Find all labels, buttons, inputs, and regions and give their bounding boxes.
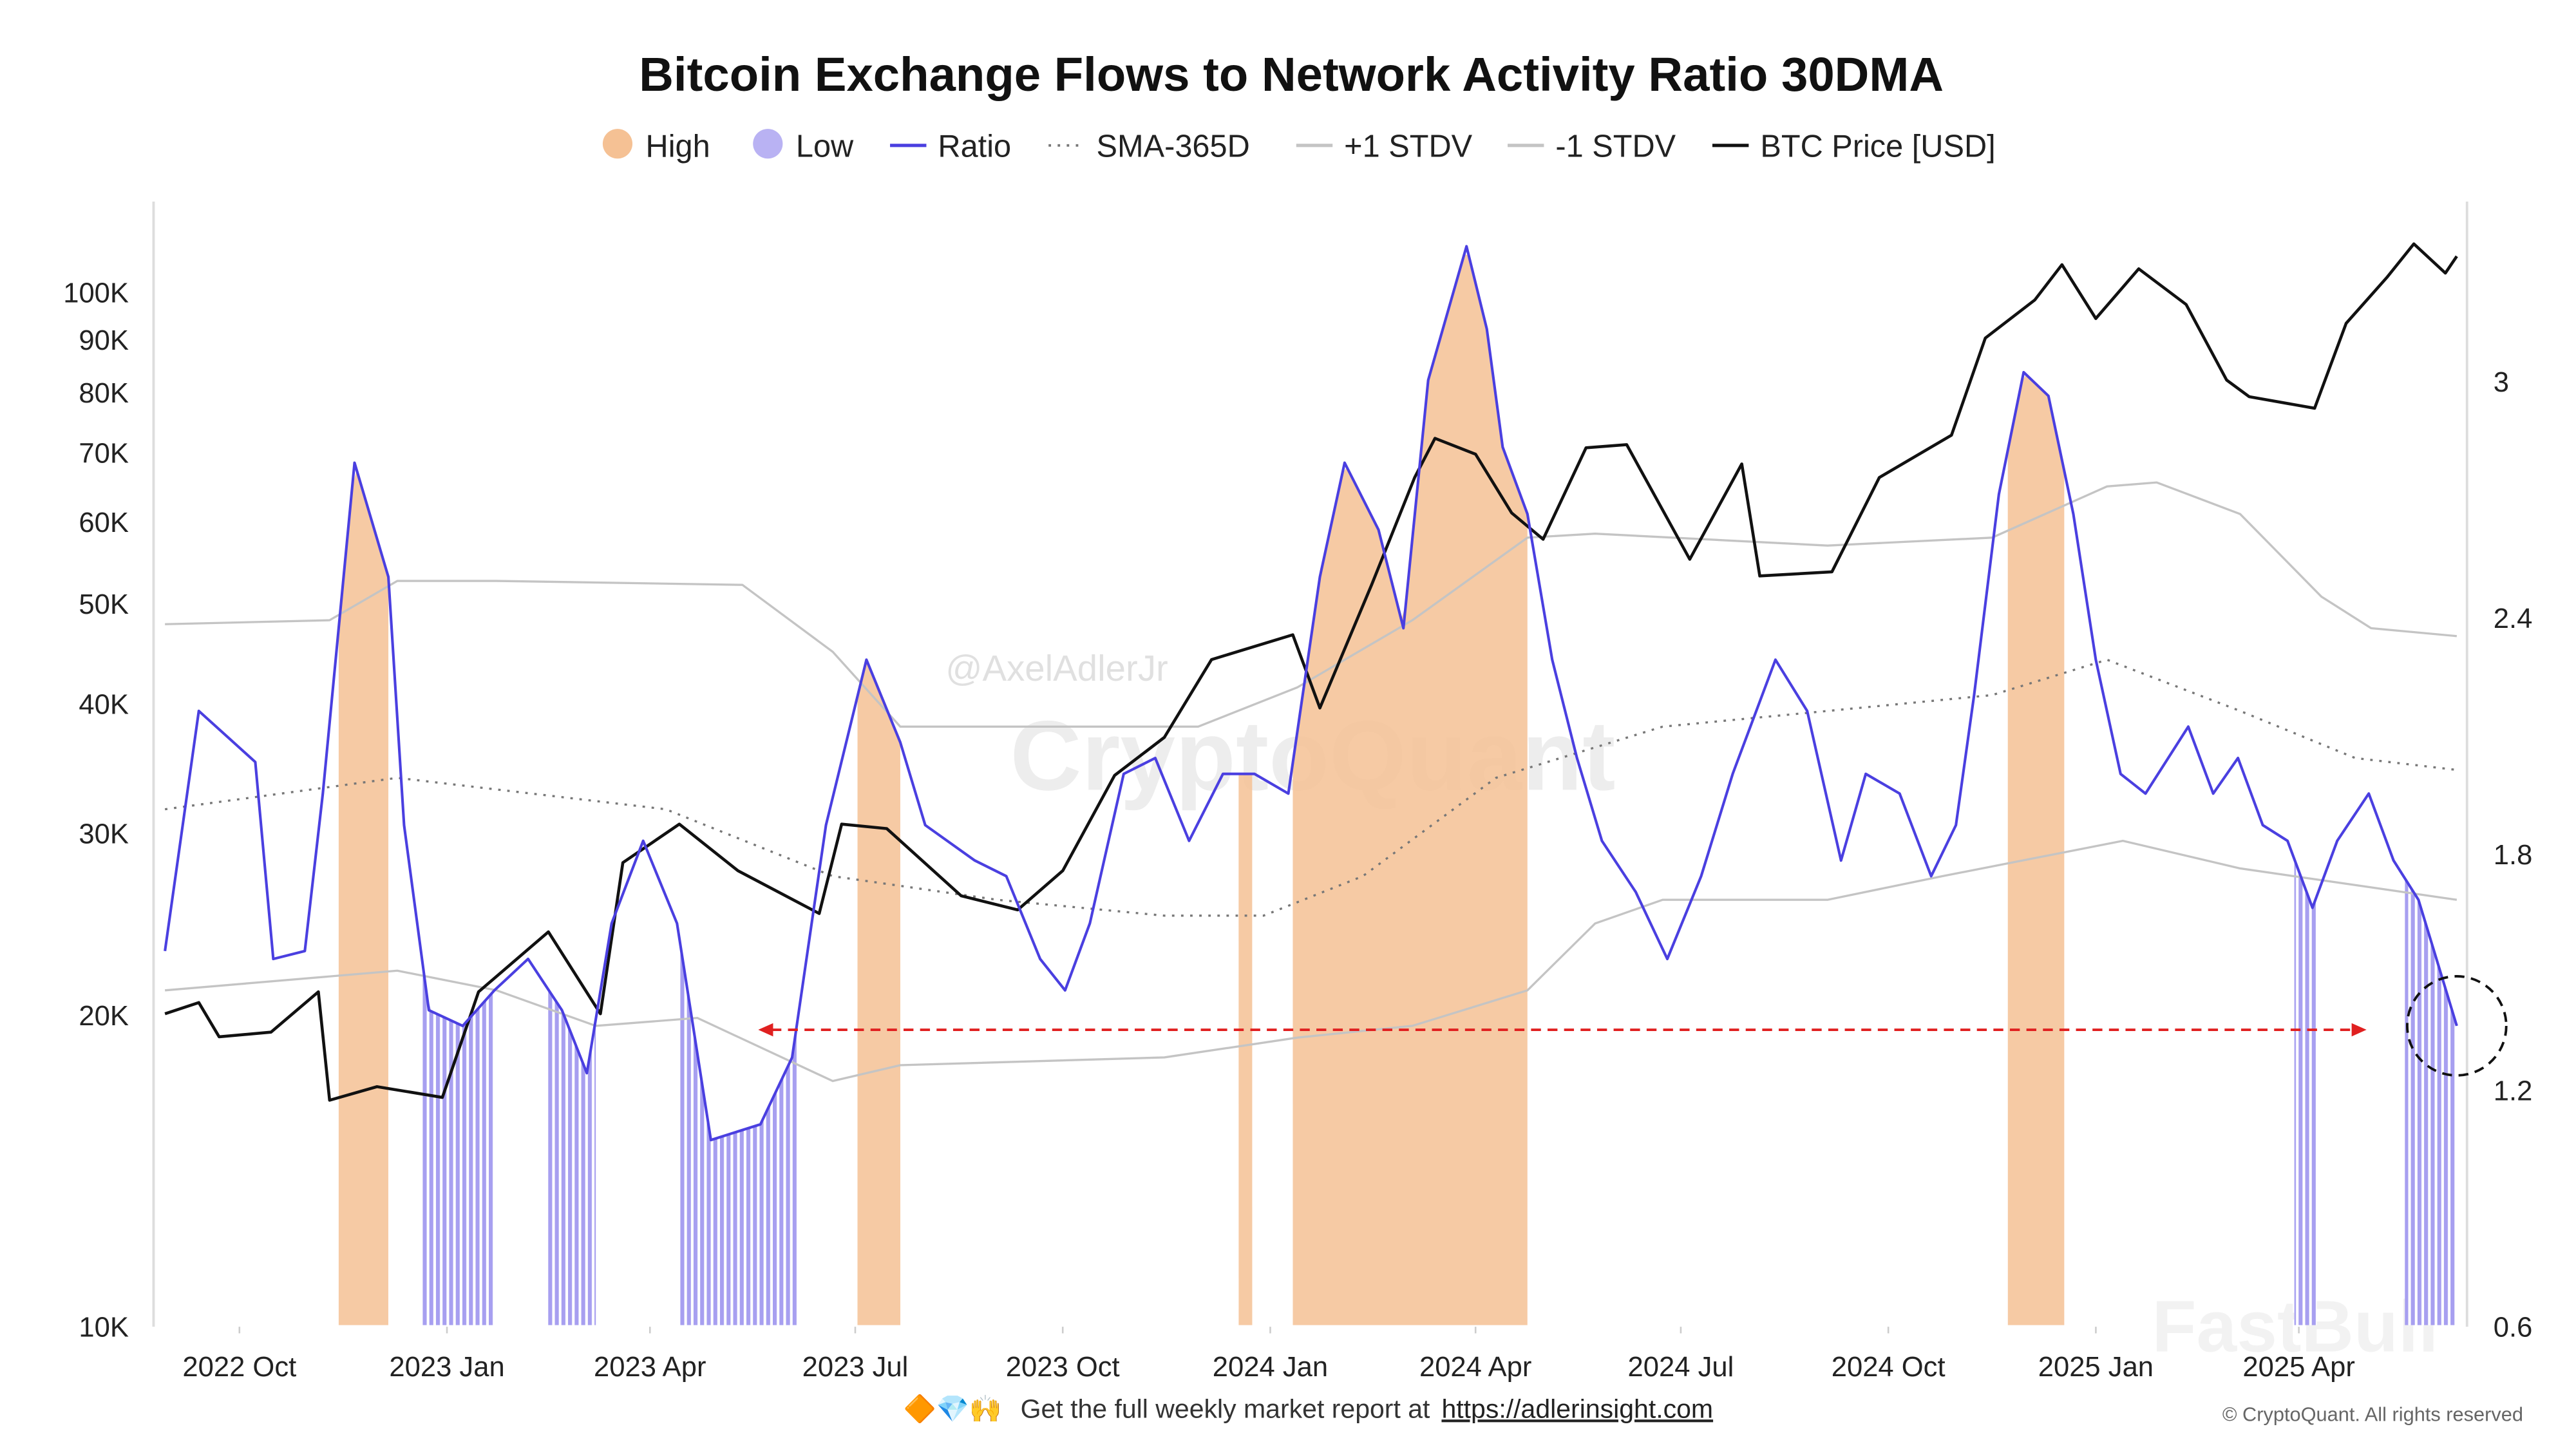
y-left-tick-label: 90K	[79, 325, 129, 356]
low-period-band	[2405, 878, 2457, 1325]
footer-text: Get the full weekly market report at	[1021, 1394, 1430, 1423]
x-tick-label: 2024 Apr	[1419, 1352, 1531, 1383]
legend-label: +1 STDV	[1344, 129, 1472, 164]
y-left-tick-label: 10K	[79, 1312, 129, 1343]
legend-label: Ratio	[938, 129, 1011, 164]
arrow-left-head	[758, 1023, 773, 1037]
series--1-stdv	[165, 839, 2458, 1083]
series-ratio	[164, 245, 2458, 1142]
legend-label: Low	[796, 129, 854, 164]
legend-label: SMA-365D	[1097, 129, 1250, 164]
legend: High Low Ratio SMA-365D +1 STDV -1 STDV BTC Pr…	[602, 129, 1996, 164]
x-tick-label: 2023 Jul	[802, 1352, 909, 1383]
legend-label: High	[646, 129, 710, 164]
low-period-band	[2294, 858, 2317, 1325]
high-period-band	[2007, 374, 2065, 1325]
high-period-band	[338, 470, 389, 1325]
y-right-tick-label: 0.6	[2494, 1312, 2533, 1343]
highlight-circle	[2405, 975, 2508, 1077]
x-tick-label: 2025 Jan	[2038, 1352, 2154, 1383]
low-period-band	[546, 986, 596, 1325]
chart-title: Bitcoin Exchange Flows to Network Activi…	[639, 48, 1944, 101]
legend-label: -1 STDV	[1555, 129, 1676, 164]
x-tick-label: 2023 Jan	[389, 1352, 504, 1383]
y-right-tick-label: 1.8	[2494, 840, 2533, 871]
x-tick-label: 2025 Apr	[2242, 1352, 2354, 1383]
y-left-tick-label: 30K	[79, 819, 129, 849]
x-tick-label: 2023 Apr	[594, 1352, 706, 1383]
series-lines	[164, 242, 2458, 1142]
x-tick-label: 2023 Oct	[1006, 1352, 1120, 1383]
high-period-band	[857, 659, 901, 1325]
footer-emoji: 🔶💎🙌	[904, 1393, 1002, 1423]
y-left-tick-label: 100K	[63, 278, 129, 308]
period-bands	[338, 254, 2457, 1325]
x-tick-label: 2022 Oct	[182, 1352, 296, 1383]
axis-ticks: 2022 Oct 2023 Jan 2023 Apr 2023 Jul 2023 Oct…	[63, 278, 2532, 1383]
y-right-tick-label: 2.4	[2494, 603, 2533, 634]
y-left-tick-label: 80K	[79, 378, 129, 409]
series-btc-price-usd	[164, 242, 2458, 1102]
y-left-tick-label: 60K	[79, 507, 129, 538]
x-tick-label: 2024 Jan	[1213, 1352, 1328, 1383]
x-tick-label: 2024 Oct	[1832, 1352, 1946, 1383]
high-period-band	[1293, 254, 1528, 1325]
legend-label: BTC Price [USD]	[1760, 129, 1995, 164]
watermark-author: @AxelAdlerJr	[945, 648, 1168, 688]
copyright: © CryptoQuant. All rights reserved	[2222, 1403, 2523, 1425]
y-left-tick-label: 70K	[79, 438, 129, 469]
annotations	[758, 975, 2508, 1077]
y-left-tick-label: 50K	[79, 589, 129, 620]
y-right-tick-label: 3	[2494, 367, 2509, 398]
high-period-band	[1238, 773, 1253, 1325]
series--1-stdv	[165, 481, 2458, 728]
arrow-right-head	[2351, 1023, 2367, 1037]
y-right-tick-label: 1.2	[2494, 1076, 2533, 1107]
footer: 🔶💎🙌 Get the full weekly market report at…	[904, 1393, 2523, 1425]
legend-marker-low	[753, 129, 783, 159]
footer-link[interactable]: https://adlerinsight.com	[1441, 1394, 1713, 1423]
legend-marker-high	[602, 129, 633, 159]
x-tick-label: 2024 Jul	[1628, 1352, 1734, 1383]
low-period-band	[422, 960, 495, 1325]
y-left-tick-label: 20K	[79, 1001, 129, 1032]
y-left-tick-label: 40K	[79, 690, 129, 721]
